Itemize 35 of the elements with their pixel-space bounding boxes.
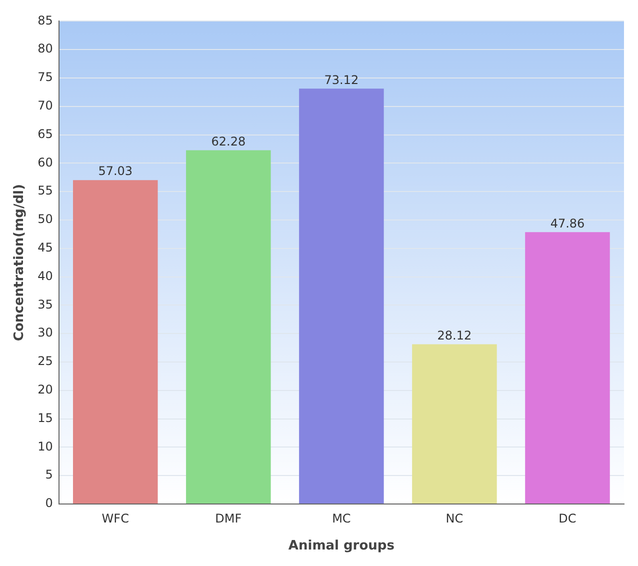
y-tick-label: 30 — [38, 326, 53, 340]
x-tick-label: WFC — [102, 511, 129, 526]
data-label: 57.03 — [98, 164, 133, 178]
x-tick-label: DMF — [215, 511, 242, 526]
x-tick-label: MC — [332, 511, 351, 526]
y-tick-label: 80 — [38, 42, 53, 56]
data-label: 47.86 — [550, 216, 585, 230]
bar — [186, 150, 271, 504]
data-label: 73.12 — [324, 72, 359, 87]
y-tick-label: 25 — [38, 354, 53, 368]
bar — [73, 180, 158, 504]
y-tick-label: 60 — [38, 155, 53, 170]
y-tick-label: 75 — [38, 70, 53, 84]
bar — [525, 232, 610, 504]
y-tick-label: 0 — [45, 496, 53, 510]
y-tick-label: 45 — [38, 240, 53, 255]
x-axis-title: Animal groups — [288, 538, 395, 554]
y-tick-label: 65 — [38, 126, 53, 141]
bar — [299, 88, 384, 504]
data-label: 62.28 — [211, 134, 246, 148]
y-tick-label: 40 — [38, 268, 53, 283]
y-tick-label: 10 — [38, 439, 53, 454]
y-tick-label: 35 — [38, 297, 53, 312]
y-tick-label: 85 — [38, 13, 53, 28]
y-tick-label: 15 — [38, 410, 53, 425]
y-tick-label: 20 — [38, 382, 53, 397]
x-tick-label: NC — [446, 511, 464, 526]
y-tick-label: 70 — [38, 98, 53, 113]
y-tick-label: 55 — [38, 184, 53, 198]
x-tick-label: DC — [558, 511, 576, 526]
y-tick-label: 5 — [45, 468, 53, 482]
y-tick-label: 50 — [38, 212, 53, 226]
bar — [412, 344, 497, 504]
y-axis-title: Concentration(mg/dl) — [12, 184, 28, 342]
data-label: 28.12 — [437, 328, 472, 342]
